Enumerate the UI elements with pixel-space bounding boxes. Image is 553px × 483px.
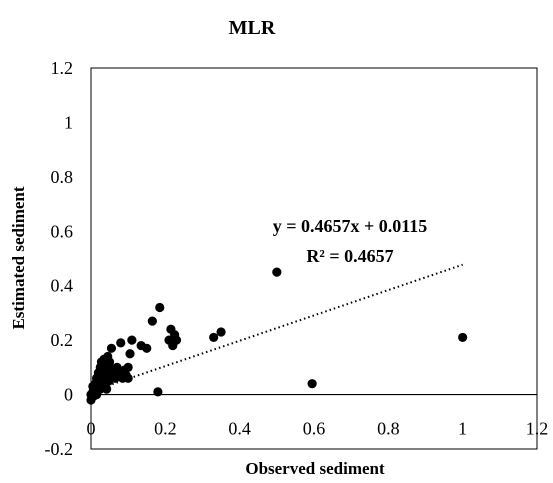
y-tick-label: 0 xyxy=(64,385,73,405)
data-point xyxy=(153,387,163,397)
x-tick-label: 1 xyxy=(458,419,467,439)
y-tick-label: 1.2 xyxy=(51,58,74,78)
x-axis-label: Observed sediment xyxy=(245,459,385,478)
trendline xyxy=(90,263,463,393)
data-point xyxy=(142,343,152,353)
x-tick-label: 0.6 xyxy=(303,419,326,439)
trendline-equation: y = 0.4657x + 0.0115 xyxy=(273,216,428,236)
data-point xyxy=(307,379,317,389)
plot-area-border xyxy=(90,67,538,450)
x-axis-ticks: 0 0.2 0.4 0.6 0.8 1 1.2 xyxy=(87,419,549,439)
y-tick-label: -0.2 xyxy=(45,439,74,459)
data-point xyxy=(123,362,133,372)
y-axis-ticks: -0.2 0 0.2 0.4 0.6 0.8 1 1.2 xyxy=(45,58,74,459)
y-tick-label: 1 xyxy=(64,112,73,132)
data-point xyxy=(458,332,468,343)
scatter-points xyxy=(86,267,468,405)
data-point xyxy=(272,267,282,277)
x-tick-label: 0.2 xyxy=(154,419,177,439)
y-tick-label: 0.6 xyxy=(51,221,74,241)
data-point xyxy=(155,302,165,313)
data-point xyxy=(209,332,219,343)
data-point xyxy=(106,343,117,353)
data-point xyxy=(116,338,126,348)
data-point xyxy=(147,316,157,326)
r-squared-label: R² = 0.4657 xyxy=(306,246,393,266)
x-tick-label: 0.4 xyxy=(228,419,251,439)
data-point xyxy=(171,335,182,345)
x-tick-label: 0 xyxy=(87,419,96,439)
data-point xyxy=(123,373,133,383)
data-point xyxy=(216,327,226,337)
data-point xyxy=(102,384,112,394)
y-tick-label: 0.8 xyxy=(51,167,74,187)
y-axis-label: Estimated sediment xyxy=(9,186,28,329)
data-point xyxy=(125,349,135,359)
y-tick-label: 0.2 xyxy=(51,330,74,350)
data-point xyxy=(127,335,137,345)
x-tick-label: 1.2 xyxy=(526,419,549,439)
chart-title: MLR xyxy=(229,17,276,39)
y-tick-label: 0.4 xyxy=(51,276,74,296)
x-tick-label: 0.8 xyxy=(377,419,400,439)
